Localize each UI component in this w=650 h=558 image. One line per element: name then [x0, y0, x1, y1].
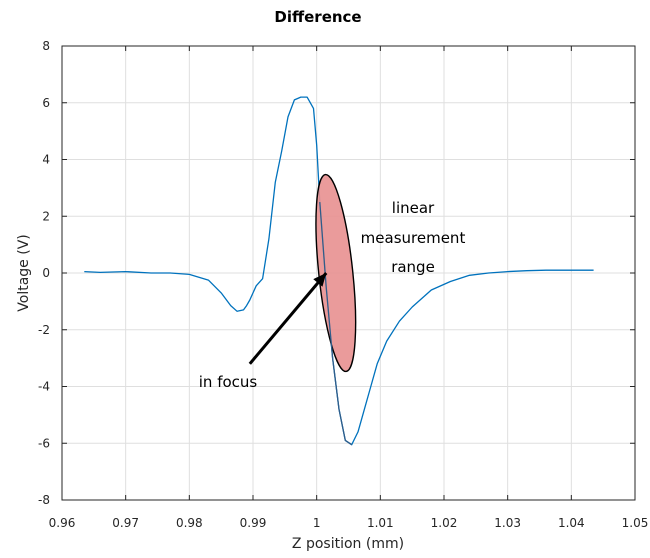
annotations: in focus linear measurement range [199, 173, 466, 445]
x-tick-label: 1.03 [494, 516, 521, 530]
chart-title: Difference [274, 8, 361, 26]
y-tick-label: 2 [42, 209, 50, 223]
x-tick-label: 1.05 [622, 516, 649, 530]
x-tick-label: 1.02 [431, 516, 458, 530]
x-tick-label: 1 [313, 516, 321, 530]
y-tick-label: 6 [42, 96, 50, 110]
y-tick-label: -6 [38, 436, 50, 450]
x-tick-label: 0.96 [49, 516, 76, 530]
x-axis-label: Z position (mm) [292, 536, 404, 552]
y-tick-label: -2 [38, 323, 50, 337]
y-axis-label: Voltage (V) [16, 234, 32, 311]
x-tick-label: 1.04 [558, 516, 585, 530]
in-focus-label: in focus [199, 373, 258, 391]
y-tick-label: 0 [42, 266, 50, 280]
y-tick-label: 4 [42, 153, 50, 167]
focus-arrow [250, 273, 326, 364]
x-tick-label: 0.97 [112, 516, 139, 530]
y-tick-label: 8 [42, 39, 50, 53]
x-tick-label: 1.01 [367, 516, 394, 530]
range-label-line: measurement [361, 229, 466, 247]
range-label-line: range [391, 258, 435, 276]
y-tick-label: -8 [38, 493, 50, 507]
y-tick-label: -4 [38, 380, 50, 394]
range-label-line: linear [392, 199, 435, 217]
x-tick-label: 0.98 [176, 516, 203, 530]
x-tick-label: 0.99 [240, 516, 267, 530]
